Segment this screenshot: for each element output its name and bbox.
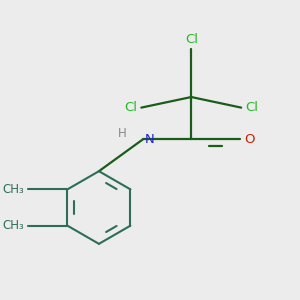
Text: CH₃: CH₃ bbox=[3, 219, 25, 232]
Text: Cl: Cl bbox=[185, 33, 198, 46]
Text: CH₃: CH₃ bbox=[3, 183, 25, 196]
Text: N: N bbox=[144, 133, 154, 146]
Text: H: H bbox=[117, 127, 126, 140]
Text: O: O bbox=[244, 133, 254, 146]
Text: Cl: Cl bbox=[245, 101, 258, 114]
Text: Cl: Cl bbox=[125, 101, 138, 114]
